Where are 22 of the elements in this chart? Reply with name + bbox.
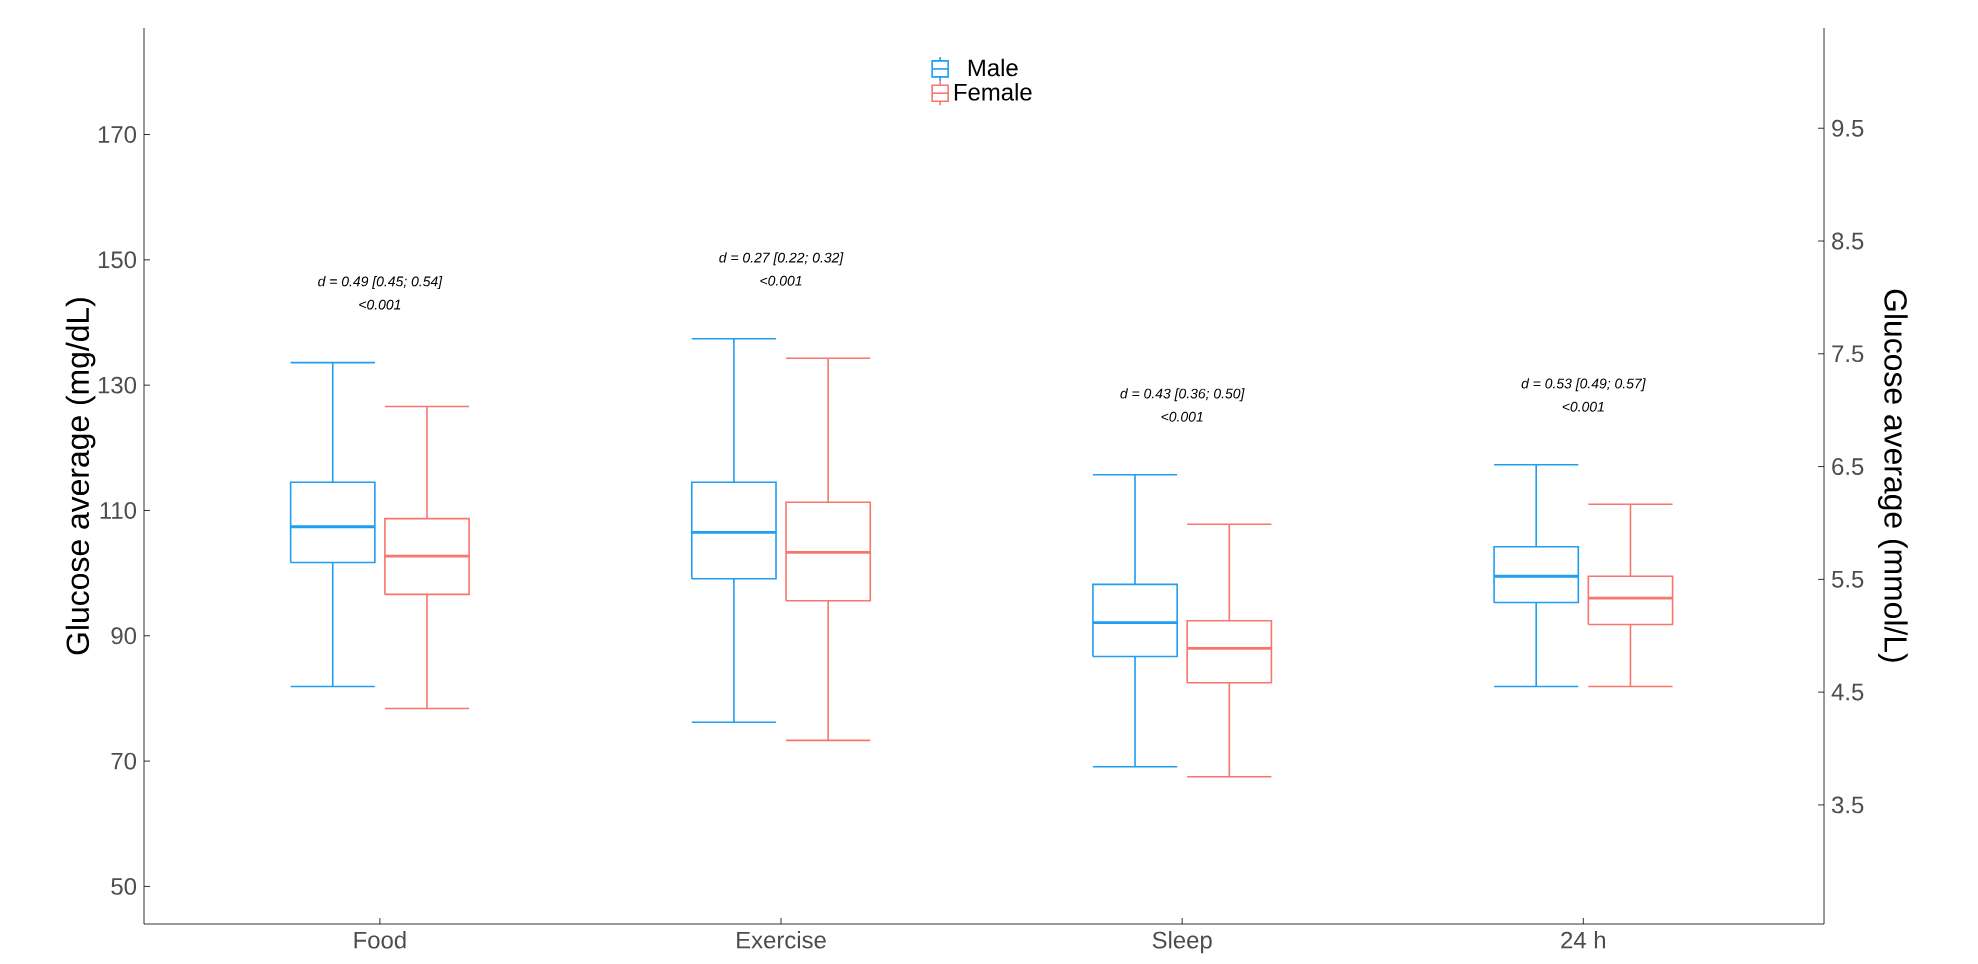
y2-tick-label: 6.5 xyxy=(1832,458,1864,476)
y2-tick-label: 5.5 xyxy=(1832,571,1864,588)
y-tick-label: 90 xyxy=(111,627,137,645)
y-tick-label: 110 xyxy=(100,502,137,519)
x-tick-label: Sleep xyxy=(1152,931,1212,954)
y-tick-label: 50 xyxy=(111,877,137,895)
y2-tick-label: 9.5 xyxy=(1832,119,1864,137)
y2-tick-label: 4.5 xyxy=(1831,683,1864,701)
y-tick-label: 150 xyxy=(98,251,137,269)
y-tick-label: 170 xyxy=(98,126,137,143)
y2-tick-label: 8.5 xyxy=(1832,232,1864,250)
y-axis-title: Glucose average (mg/dL) xyxy=(65,298,96,655)
y2-tick-label: 7.5 xyxy=(1832,345,1864,363)
y-tick-label: 70 xyxy=(111,752,137,770)
legend-label: Male xyxy=(968,58,1018,77)
legend-label: Female xyxy=(954,83,1032,101)
y2-axis-title: Glucose average (mmol/L) xyxy=(1877,289,1908,662)
x-tick-label: Food xyxy=(354,931,406,949)
y2-tick-label: 3.5 xyxy=(1831,796,1864,814)
y-tick-label: 130 xyxy=(98,376,137,394)
x-tick-label: Exercise xyxy=(737,931,826,949)
x-tick-label: 24 h xyxy=(1561,931,1606,949)
